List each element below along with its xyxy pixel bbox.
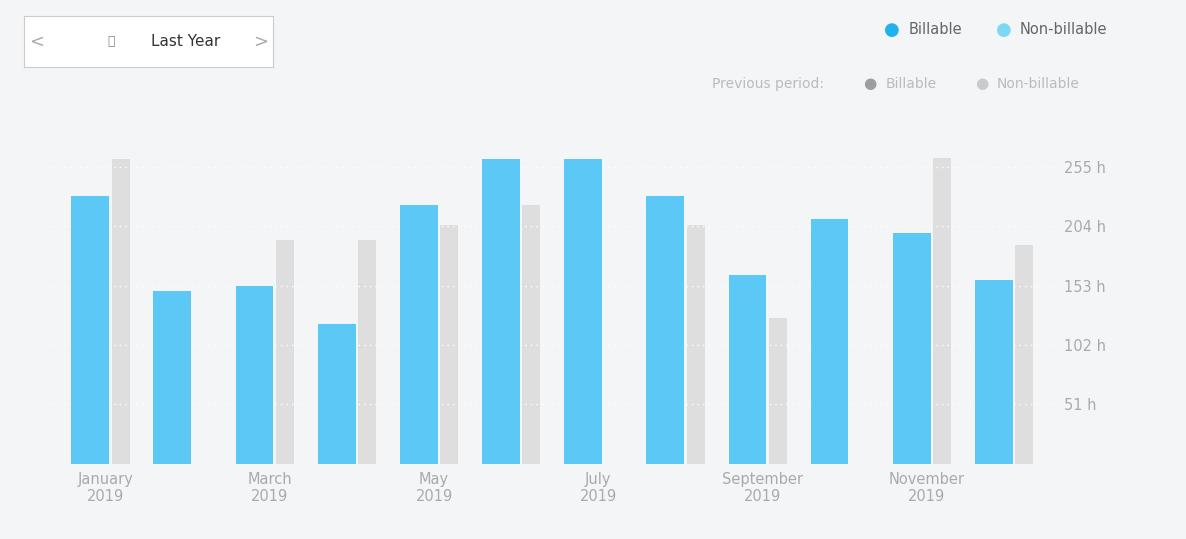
Bar bbox=[358, 240, 376, 464]
Bar bbox=[522, 205, 541, 464]
Text: Non-billable: Non-billable bbox=[996, 77, 1079, 91]
Text: >: > bbox=[253, 33, 268, 51]
Text: 📅: 📅 bbox=[107, 35, 115, 49]
Text: ●: ● bbox=[975, 76, 988, 91]
Bar bbox=[440, 225, 458, 464]
Bar bbox=[565, 159, 602, 464]
Bar bbox=[111, 159, 129, 464]
Bar bbox=[893, 233, 931, 464]
Bar bbox=[318, 324, 356, 464]
Bar bbox=[728, 275, 766, 464]
Bar bbox=[975, 280, 1013, 464]
Text: ●: ● bbox=[884, 20, 899, 39]
Bar bbox=[482, 159, 519, 464]
Bar bbox=[71, 196, 109, 464]
Bar bbox=[236, 286, 274, 464]
Bar bbox=[646, 196, 684, 464]
Text: Last Year: Last Year bbox=[151, 34, 221, 49]
Text: ●: ● bbox=[863, 76, 876, 91]
Bar bbox=[400, 205, 438, 464]
Text: <: < bbox=[28, 33, 44, 51]
Bar bbox=[769, 318, 786, 464]
Text: Previous period:: Previous period: bbox=[712, 77, 823, 91]
Text: Billable: Billable bbox=[886, 77, 937, 91]
Text: Billable: Billable bbox=[908, 22, 962, 37]
Bar bbox=[153, 292, 191, 464]
Bar bbox=[276, 240, 294, 464]
Bar bbox=[933, 157, 951, 464]
Bar bbox=[687, 225, 704, 464]
Text: ●: ● bbox=[996, 20, 1012, 39]
Text: Non-billable: Non-billable bbox=[1020, 22, 1108, 37]
Bar bbox=[1015, 245, 1033, 464]
Bar bbox=[811, 219, 848, 464]
